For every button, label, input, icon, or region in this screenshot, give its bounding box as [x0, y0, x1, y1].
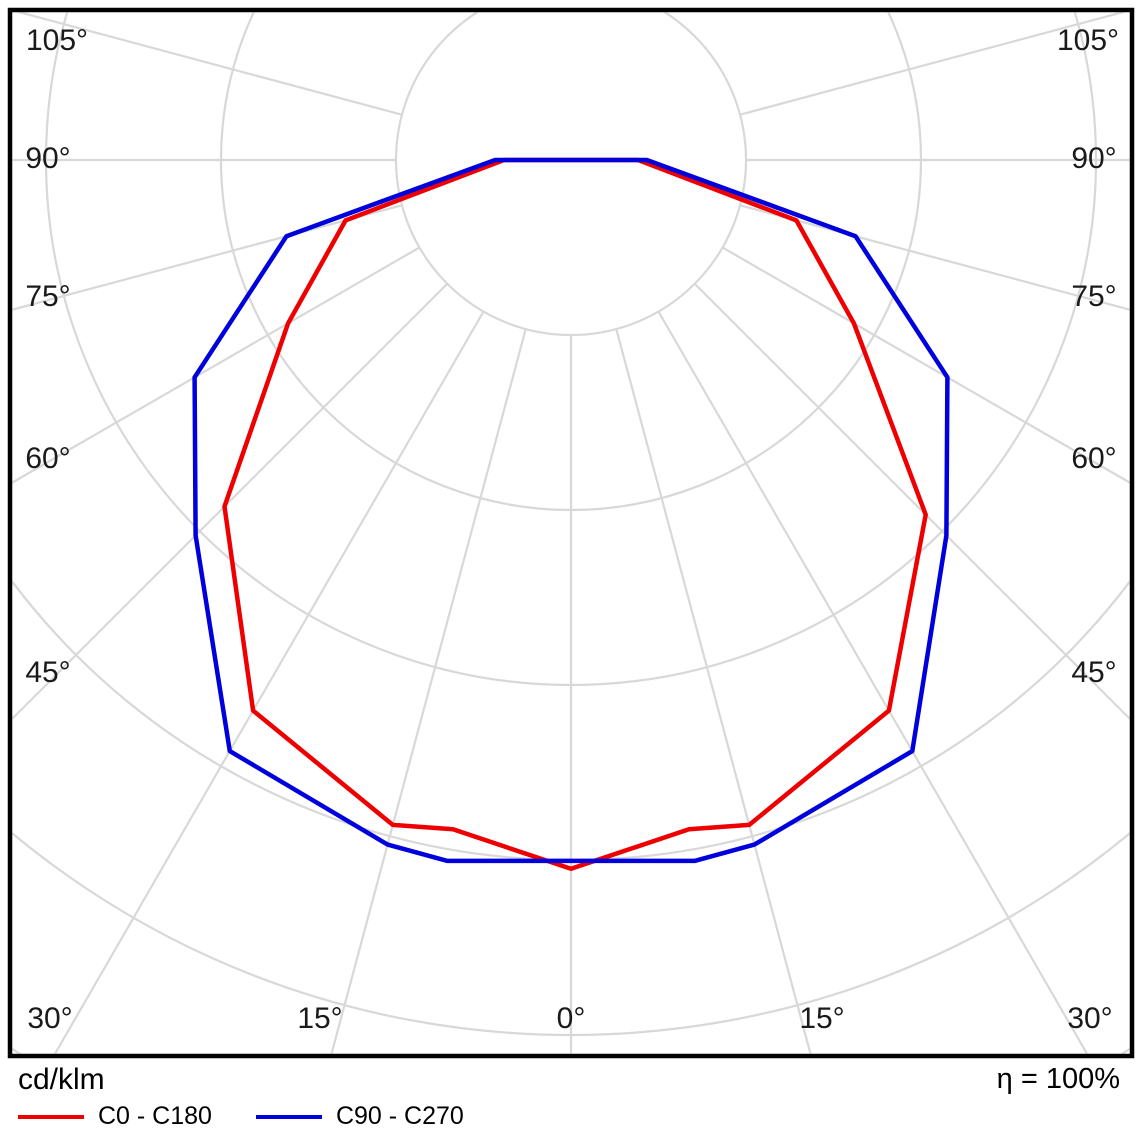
legend-swatch-c90-c270 [255, 1114, 322, 1119]
grid-spoke [693, 282, 1130, 721]
angle-label: 30° [1067, 1002, 1112, 1035]
angle-label: 105° [1057, 24, 1119, 57]
grid-spoke [739, 12, 1126, 116]
angle-label: 90° [25, 142, 70, 175]
grid-spoke [12, 246, 420, 484]
grid-spoke [12, 204, 403, 311]
legend-label-c90-c270: C90 - C270 [335, 1102, 464, 1130]
angle-label: 60° [25, 442, 70, 475]
grid-spoke [53, 311, 485, 1054]
grid-spoke [330, 328, 527, 1054]
grid-spoke [739, 204, 1130, 311]
angle-label: 75° [25, 280, 70, 313]
angle-label: 15° [799, 1002, 844, 1035]
angle-label: 15° [297, 1002, 342, 1035]
angle-label: 75° [1071, 280, 1116, 313]
angle-label: 30° [27, 1002, 72, 1035]
grid-spoke [615, 328, 812, 1054]
polar-intensity-chart: 105° 105° 90° 90° 75° 75° 60° 60° 45° 45° 30° 30° 15… [7, 7, 1135, 1059]
angle-label: 45° [25, 656, 70, 689]
legend-item-c0-c180: C0 - C180 [18, 1102, 212, 1131]
grid-spoke [16, 12, 403, 116]
unit-label: cd/klm [18, 1063, 105, 1096]
angle-label: 45° [1071, 656, 1116, 689]
legend: C0 - C180 C90 - C270 [18, 1102, 464, 1131]
efficiency-label: η = 100% [996, 1063, 1120, 1095]
grid-spoke [12, 282, 449, 721]
curve-c90-c270 [192, 157, 950, 864]
angle-label: 60° [1071, 442, 1116, 475]
legend-item-c90-c270: C90 - C270 [255, 1102, 464, 1131]
angle-label: 0° [557, 1002, 586, 1035]
legend-swatch-c0-c180 [18, 1114, 84, 1119]
angle-label: 105° [26, 24, 88, 57]
angle-label: 90° [1071, 142, 1116, 175]
polar-grid [12, 12, 1130, 1054]
intensity-curves [192, 157, 950, 872]
grid-spoke [722, 246, 1130, 484]
legend-label-c0-c180: C0 - C180 [98, 1102, 212, 1130]
curve-c0-c180 [222, 157, 928, 872]
angle-labels: 105° 105° 90° 90° 75° 75° 60° 60° 45° 45° 30° 30° 15… [25, 24, 1119, 1035]
grid-spoke [657, 311, 1089, 1054]
